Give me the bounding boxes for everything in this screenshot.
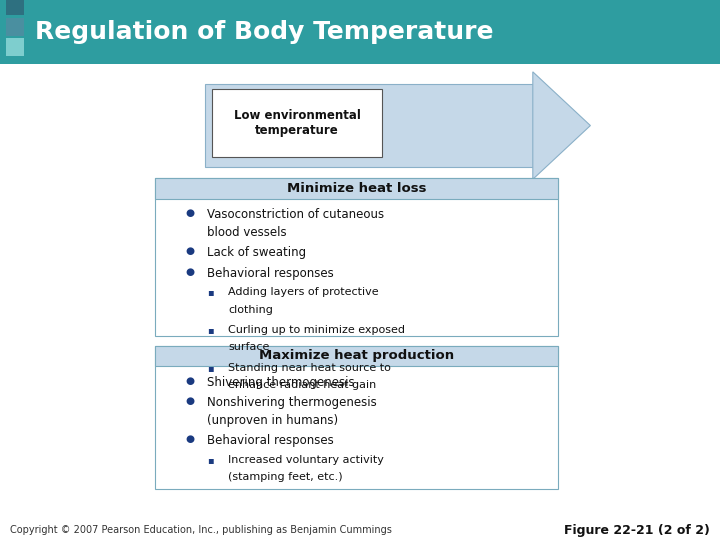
Text: Figure 22-21 (2 of 2): Figure 22-21 (2 of 2) bbox=[564, 524, 710, 537]
Text: ●: ● bbox=[185, 246, 194, 256]
Text: ●: ● bbox=[185, 434, 194, 444]
Text: Curling up to minimize exposed: Curling up to minimize exposed bbox=[228, 325, 405, 335]
Bar bbox=[6, 38, 24, 56]
Bar bbox=[212, 89, 382, 157]
Text: Lack of sweating: Lack of sweating bbox=[207, 246, 306, 259]
Text: Minimize heat loss: Minimize heat loss bbox=[287, 182, 426, 195]
Text: Low environmental
temperature: Low environmental temperature bbox=[233, 109, 361, 137]
Text: Behavioral responses: Behavioral responses bbox=[207, 267, 333, 280]
Text: Vasoconstriction of cutaneous: Vasoconstriction of cutaneous bbox=[207, 208, 384, 221]
Text: Adding layers of protective: Adding layers of protective bbox=[228, 287, 379, 298]
Text: enhance radiant heat gain: enhance radiant heat gain bbox=[228, 380, 377, 390]
Text: ▪: ▪ bbox=[207, 363, 213, 373]
Text: ▪: ▪ bbox=[207, 325, 213, 335]
Bar bbox=[155, 346, 558, 489]
Text: (unproven in humans): (unproven in humans) bbox=[207, 414, 338, 427]
Bar bbox=[0, 0, 720, 64]
Text: ▪: ▪ bbox=[207, 455, 213, 465]
Text: Copyright © 2007 Pearson Education, Inc., publishing as Benjamin Cummings: Copyright © 2007 Pearson Education, Inc.… bbox=[10, 525, 392, 535]
Text: surface: surface bbox=[228, 342, 269, 353]
Text: ●: ● bbox=[185, 376, 194, 386]
Bar bbox=[6, 18, 24, 36]
Text: ●: ● bbox=[185, 267, 194, 277]
Text: Nonshivering thermogenesis: Nonshivering thermogenesis bbox=[207, 396, 377, 409]
Text: Maximize heat production: Maximize heat production bbox=[258, 349, 454, 362]
Bar bbox=[155, 346, 558, 366]
Text: Standing near heat source to: Standing near heat source to bbox=[228, 363, 391, 373]
Text: Shivering thermogenesis: Shivering thermogenesis bbox=[207, 376, 354, 389]
Bar bbox=[155, 178, 558, 336]
Text: Behavioral responses: Behavioral responses bbox=[207, 434, 333, 447]
Bar bbox=[6, 0, 24, 15]
Text: blood vessels: blood vessels bbox=[207, 226, 287, 239]
Text: ●: ● bbox=[185, 208, 194, 219]
Text: ▪: ▪ bbox=[207, 287, 213, 298]
Text: (stamping feet, etc.): (stamping feet, etc.) bbox=[228, 472, 343, 482]
Text: clothing: clothing bbox=[228, 305, 273, 315]
Bar bbox=[155, 178, 558, 199]
Text: Increased voluntary activity: Increased voluntary activity bbox=[228, 455, 384, 465]
Polygon shape bbox=[533, 72, 590, 179]
Text: ●: ● bbox=[185, 396, 194, 407]
Text: Regulation of Body Temperature: Regulation of Body Temperature bbox=[35, 20, 493, 44]
Bar bbox=[205, 84, 533, 167]
